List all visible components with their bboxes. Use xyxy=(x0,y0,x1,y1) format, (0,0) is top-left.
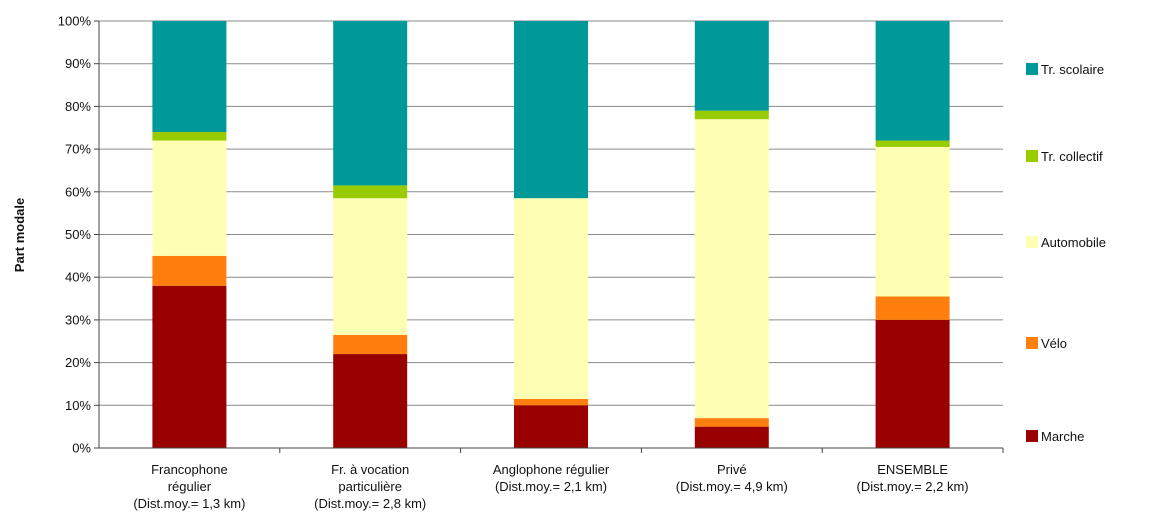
y-tick-label: 80% xyxy=(65,99,91,114)
bar-segment xyxy=(333,334,408,355)
x-tick-label: (Dist.moy.= 2,2 km) xyxy=(857,479,969,494)
x-tick-label: Fr. à vocation xyxy=(331,462,409,477)
y-tick-label: 100% xyxy=(58,14,92,29)
y-tick-label: 10% xyxy=(65,398,91,413)
y-tick-label: 0% xyxy=(72,441,91,456)
bar-segment xyxy=(875,146,950,297)
y-tick-label: 30% xyxy=(65,312,91,327)
bar-segment xyxy=(514,398,588,406)
bar-segment xyxy=(152,285,227,448)
x-tick-label: Privé xyxy=(717,462,747,477)
bar-segment xyxy=(875,140,950,147)
bar-segment xyxy=(333,198,408,335)
bar-segment xyxy=(875,21,950,141)
bar-segment xyxy=(694,426,769,448)
bar-segment xyxy=(514,21,588,199)
bar-segment xyxy=(875,319,950,448)
bar-segment xyxy=(514,198,588,399)
legend-label: Automobile xyxy=(1041,235,1106,250)
legend-swatch xyxy=(1026,236,1038,248)
x-tick-label: ENSEMBLE xyxy=(877,462,948,477)
bar-segment xyxy=(333,185,408,199)
x-tick-label: Anglophone régulier xyxy=(493,462,610,477)
legend-swatch xyxy=(1026,337,1038,349)
x-tick-label: régulier xyxy=(168,479,212,494)
legend-swatch xyxy=(1026,150,1038,162)
legend-label: Marche xyxy=(1041,429,1084,444)
bar-segment xyxy=(694,110,769,120)
bar-segment xyxy=(333,354,408,448)
bar-segment xyxy=(152,132,227,141)
x-tick-label: (Dist.moy.= 4,9 km) xyxy=(676,479,788,494)
legend-swatch xyxy=(1026,63,1038,75)
axes: 0% 10% 20% 30% 40% 50% 60% 70% 80% 90% 100% Francop… xyxy=(58,14,1004,511)
bar-segment xyxy=(694,21,769,111)
y-tick-label: 50% xyxy=(65,227,91,242)
x-tick-label: Francophone xyxy=(151,462,228,477)
bar-segment xyxy=(152,140,227,256)
legend-label: Vélo xyxy=(1041,336,1067,351)
bars xyxy=(152,21,950,448)
legend-label: Tr. scolaire xyxy=(1041,62,1104,77)
x-tick-label: (Dist.moy.= 1,3 km) xyxy=(133,496,245,511)
y-tick-label: 70% xyxy=(65,142,91,157)
x-tick-label: particulière xyxy=(338,479,402,494)
legend: Tr. scolaire Tr. collectif Automobile Vélo M… xyxy=(1026,62,1106,444)
y-tick-label: 60% xyxy=(65,184,91,199)
bar-segment xyxy=(514,405,588,448)
bar-segment xyxy=(694,418,769,427)
bar-segment xyxy=(152,255,227,286)
y-tick-label: 90% xyxy=(65,56,91,71)
bar-segment xyxy=(875,296,950,320)
x-tick-label: (Dist.moy.= 2,8 km) xyxy=(314,496,426,511)
y-tick-label: 40% xyxy=(65,270,91,285)
legend-swatch xyxy=(1026,430,1038,442)
bar-segment xyxy=(152,21,227,133)
x-tick-label: (Dist.moy.= 2,1 km) xyxy=(495,479,607,494)
y-axis-label: Part modale xyxy=(12,198,27,272)
bar-segment xyxy=(694,119,769,419)
bar-segment xyxy=(333,21,408,186)
y-tick-label: 20% xyxy=(65,355,91,370)
legend-label: Tr. collectif xyxy=(1041,149,1103,164)
